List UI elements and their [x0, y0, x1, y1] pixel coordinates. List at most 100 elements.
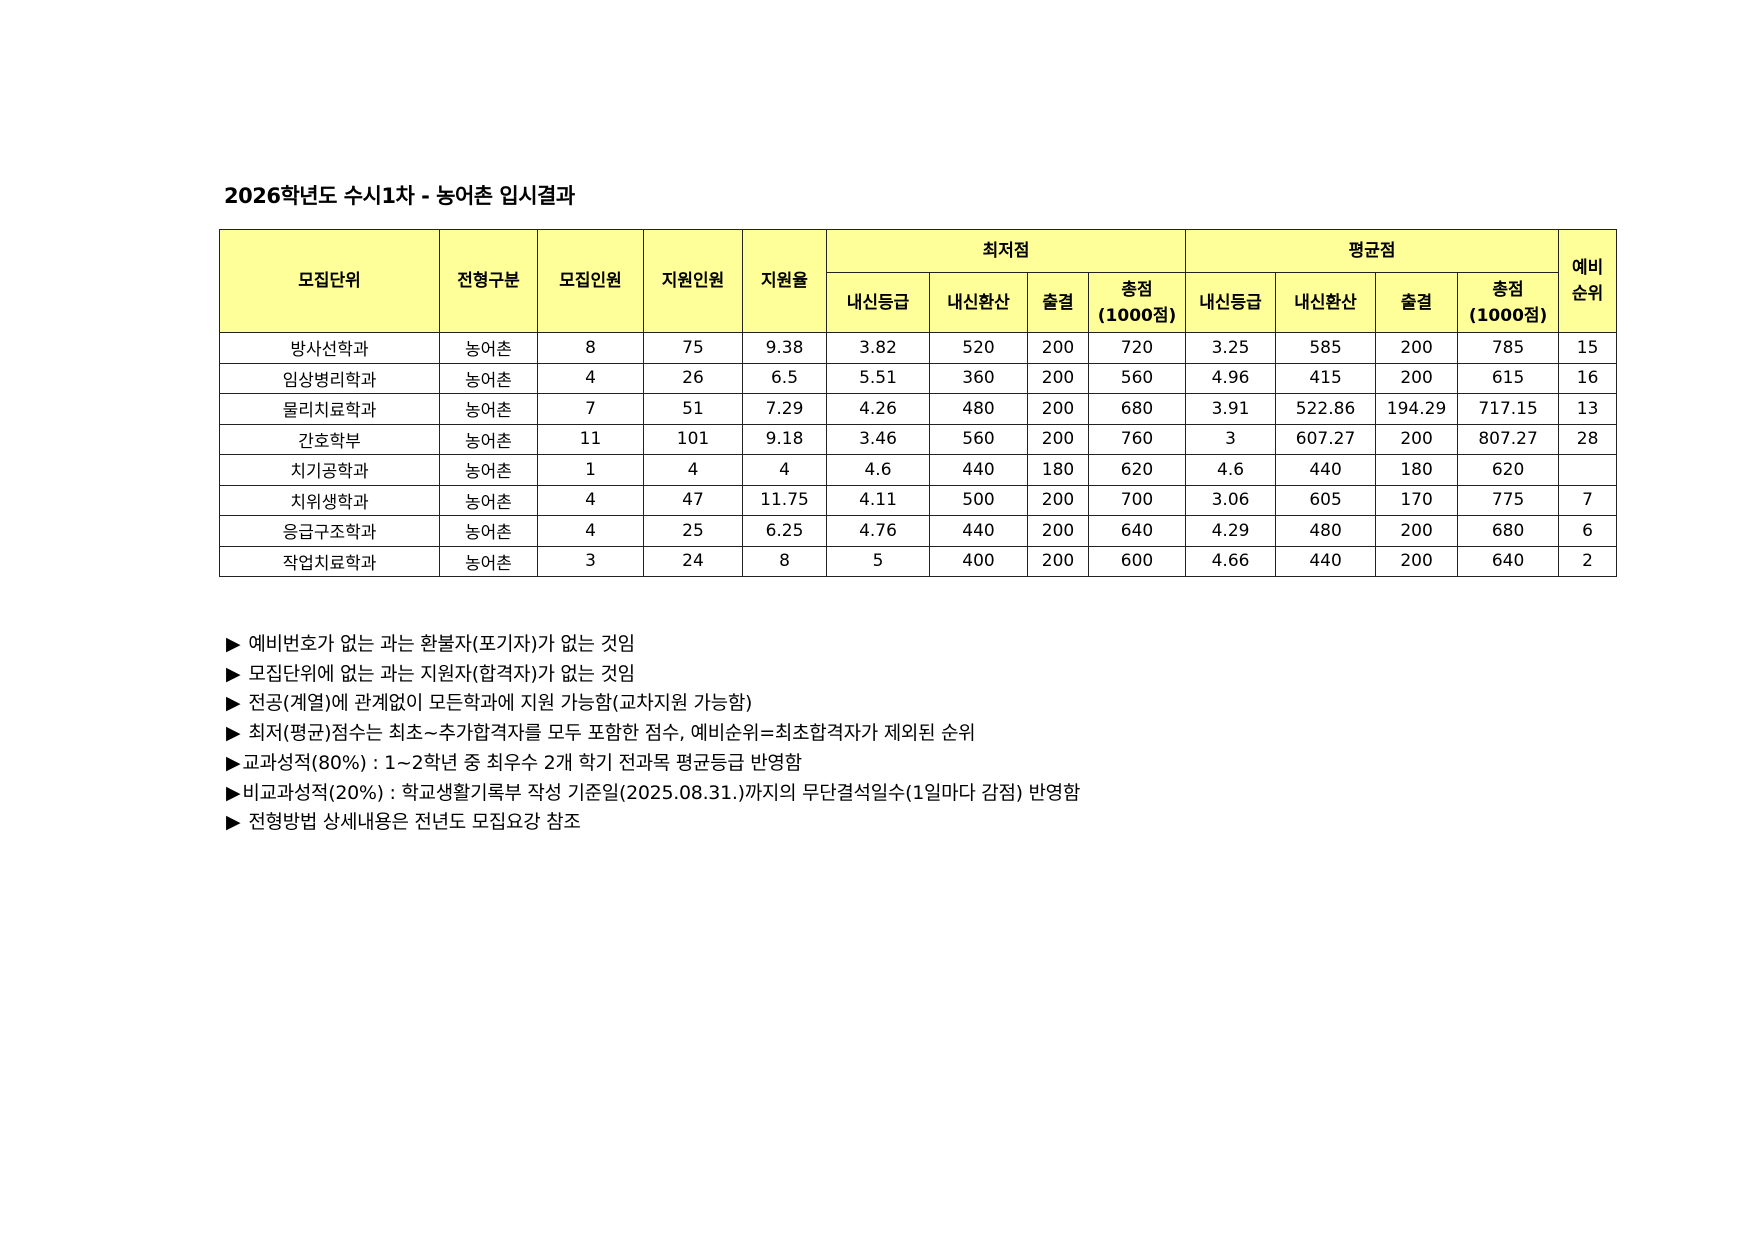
cell-avg-grade: 3.25	[1185, 332, 1277, 364]
note-text: 예비번호가 없는 과는 환불자(포기자)가 없는 것임	[248, 633, 635, 655]
cell-applicants: 101	[643, 423, 743, 455]
cell-applicants: 24	[643, 545, 743, 577]
cell-applicants: 4	[643, 454, 743, 486]
cell-rank: 7	[1558, 484, 1618, 516]
cell-rank	[1558, 454, 1618, 486]
table-row: 물리치료학과 농어촌 7 51 7.29 4.26 480 200 680 3.91 522.86 1…	[219, 393, 1618, 425]
cell-avg-grade: 4.29	[1185, 515, 1277, 547]
cell-unit: 간호학부	[219, 423, 440, 455]
cell-min-att: 200	[1027, 423, 1089, 455]
cell-min-conv: 500	[929, 484, 1028, 516]
cell-avg-total: 620	[1457, 454, 1560, 486]
cell-min-att: 200	[1027, 332, 1089, 364]
cell-ratio: 9.38	[742, 332, 827, 364]
cell-quota: 4	[537, 484, 644, 516]
cell-type: 농어촌	[439, 362, 538, 394]
header-applicants: 지원인원	[643, 229, 743, 333]
table-row: 응급구조학과 농어촌 4 25 6.25 4.76 440 200 640 4.29 480 200 6…	[219, 515, 1618, 547]
table-row: 방사선학과 농어촌 8 75 9.38 3.82 520 200 720 3.25 585 200 78…	[219, 332, 1618, 364]
cell-avg-total: 680	[1457, 515, 1560, 547]
cell-min-att: 200	[1027, 484, 1089, 516]
table-row: 치기공학과 농어촌 1 4 4 4.6 440 180 620 4.6 440 180 620	[219, 454, 1618, 486]
header-avg-total-line2: (1000점)	[1468, 305, 1548, 326]
cell-min-grade: 4.26	[826, 393, 930, 425]
table-row: 간호학부 농어촌 11 101 9.18 3.46 560 200 760 3 607.27 200 8…	[219, 423, 1618, 455]
cell-avg-att: 170	[1375, 484, 1459, 516]
header-ratio: 지원율	[742, 229, 827, 333]
cell-min-grade: 4.6	[826, 454, 930, 486]
cell-ratio: 6.5	[742, 362, 827, 394]
cell-rank: 13	[1558, 393, 1618, 425]
header-min-grade: 내신등급	[826, 272, 930, 333]
cell-applicants: 25	[643, 515, 743, 547]
cell-avg-att: 180	[1375, 454, 1459, 486]
header-group-min: 최저점	[825, 229, 1187, 273]
cell-rank: 15	[1558, 332, 1618, 364]
header-unit: 모집단위	[219, 229, 440, 333]
cell-avg-total: 717.15	[1457, 393, 1560, 425]
note-text: 전공(계열)에 관계없이 모든학과에 지원 가능함(교차지원 가능함)	[248, 692, 753, 715]
cell-min-grade: 5.51	[826, 362, 930, 394]
cell-min-total: 760	[1087, 423, 1187, 455]
cell-min-total: 700	[1087, 484, 1187, 516]
cell-min-total: 720	[1087, 332, 1187, 364]
cell-avg-grade: 4.6	[1185, 454, 1277, 486]
bullet-triangle-icon: ▶	[226, 692, 241, 715]
page-title: 2026학년도 수시1차 - 농어촌 입시결과	[224, 184, 575, 208]
table-body: 방사선학과 농어촌 8 75 9.38 3.82 520 200 720 3.25 585 200 78…	[219, 332, 1618, 577]
cell-quota: 11	[537, 423, 644, 455]
cell-min-att: 200	[1027, 362, 1089, 394]
cell-ratio: 4	[742, 454, 827, 486]
cell-avg-total: 775	[1457, 484, 1560, 516]
cell-avg-att: 200	[1375, 545, 1459, 577]
cell-min-att: 200	[1027, 515, 1089, 547]
cell-type: 농어촌	[439, 484, 538, 516]
cell-avg-att: 194.29	[1375, 393, 1459, 425]
cell-quota: 8	[537, 332, 644, 364]
cell-min-total: 640	[1087, 515, 1187, 547]
cell-min-total: 680	[1087, 393, 1187, 425]
results-table: 모집단위 전형구분 모집인원 지원인원 지원율 최저점 평균점 예비 순위 내신…	[219, 229, 1618, 577]
cell-min-conv: 480	[929, 393, 1028, 425]
cell-rank: 6	[1558, 515, 1618, 547]
cell-avg-att: 200	[1375, 515, 1459, 547]
cell-avg-total: 615	[1457, 362, 1560, 394]
note-item: ▶ 전형방법 상세내용은 전년도 모집요강 참조	[226, 808, 1080, 838]
bullet-triangle-icon: ▶	[226, 811, 241, 834]
cell-applicants: 26	[643, 362, 743, 394]
note-text: 전형방법 상세내용은 전년도 모집요강 참조	[248, 811, 581, 834]
cell-applicants: 47	[643, 484, 743, 516]
cell-rank: 16	[1558, 362, 1618, 394]
cell-min-att: 200	[1027, 545, 1089, 577]
header-rank-line2: 순위	[1571, 284, 1604, 304]
cell-min-total: 560	[1087, 362, 1187, 394]
cell-avg-conv: 522.86	[1275, 393, 1377, 425]
header-avg-total: 총점 (1000점)	[1457, 272, 1560, 333]
bullet-triangle-icon: ▶	[226, 722, 241, 745]
note-item: ▶ 예비번호가 없는 과는 환불자(포기자)가 없는 것임	[226, 630, 1080, 660]
cell-min-grade: 4.76	[826, 515, 930, 547]
cell-min-grade: 4.11	[826, 484, 930, 516]
header-avg-converted: 내신환산	[1275, 272, 1377, 333]
cell-quota: 4	[537, 515, 644, 547]
cell-ratio: 7.29	[742, 393, 827, 425]
note-item: ▶ 최저(평균)점수는 최초~추가합격자를 모두 포함한 점수, 예비순위=최초합…	[226, 719, 1080, 749]
header-avg-total-line1: 총점	[1492, 279, 1524, 300]
cell-rank: 2	[1558, 545, 1618, 577]
cell-ratio: 9.18	[742, 423, 827, 455]
header-min-total-line1: 총점	[1121, 279, 1153, 300]
cell-ratio: 8	[742, 545, 827, 577]
header-min-converted: 내신환산	[929, 272, 1028, 333]
cell-avg-conv: 440	[1275, 545, 1377, 577]
note-text: 모집단위에 없는 과는 지원자(합격자)가 없는 것임	[248, 662, 635, 685]
cell-ratio: 6.25	[742, 515, 827, 547]
cell-unit: 방사선학과	[219, 332, 440, 364]
cell-min-grade: 3.82	[826, 332, 930, 364]
note-text: 교과성적(80%) : 1~2학년 중 최우수 2개 학기 전과목 평균등급 반…	[242, 751, 802, 774]
note-item: ▶ 모집단위에 없는 과는 지원자(합격자)가 없는 것임	[226, 660, 1080, 690]
cell-avg-conv: 480	[1275, 515, 1377, 547]
header-avg-grade: 내신등급	[1185, 272, 1277, 333]
cell-avg-grade: 4.96	[1185, 362, 1277, 394]
cell-ratio: 11.75	[742, 484, 827, 516]
cell-min-conv: 360	[929, 362, 1028, 394]
